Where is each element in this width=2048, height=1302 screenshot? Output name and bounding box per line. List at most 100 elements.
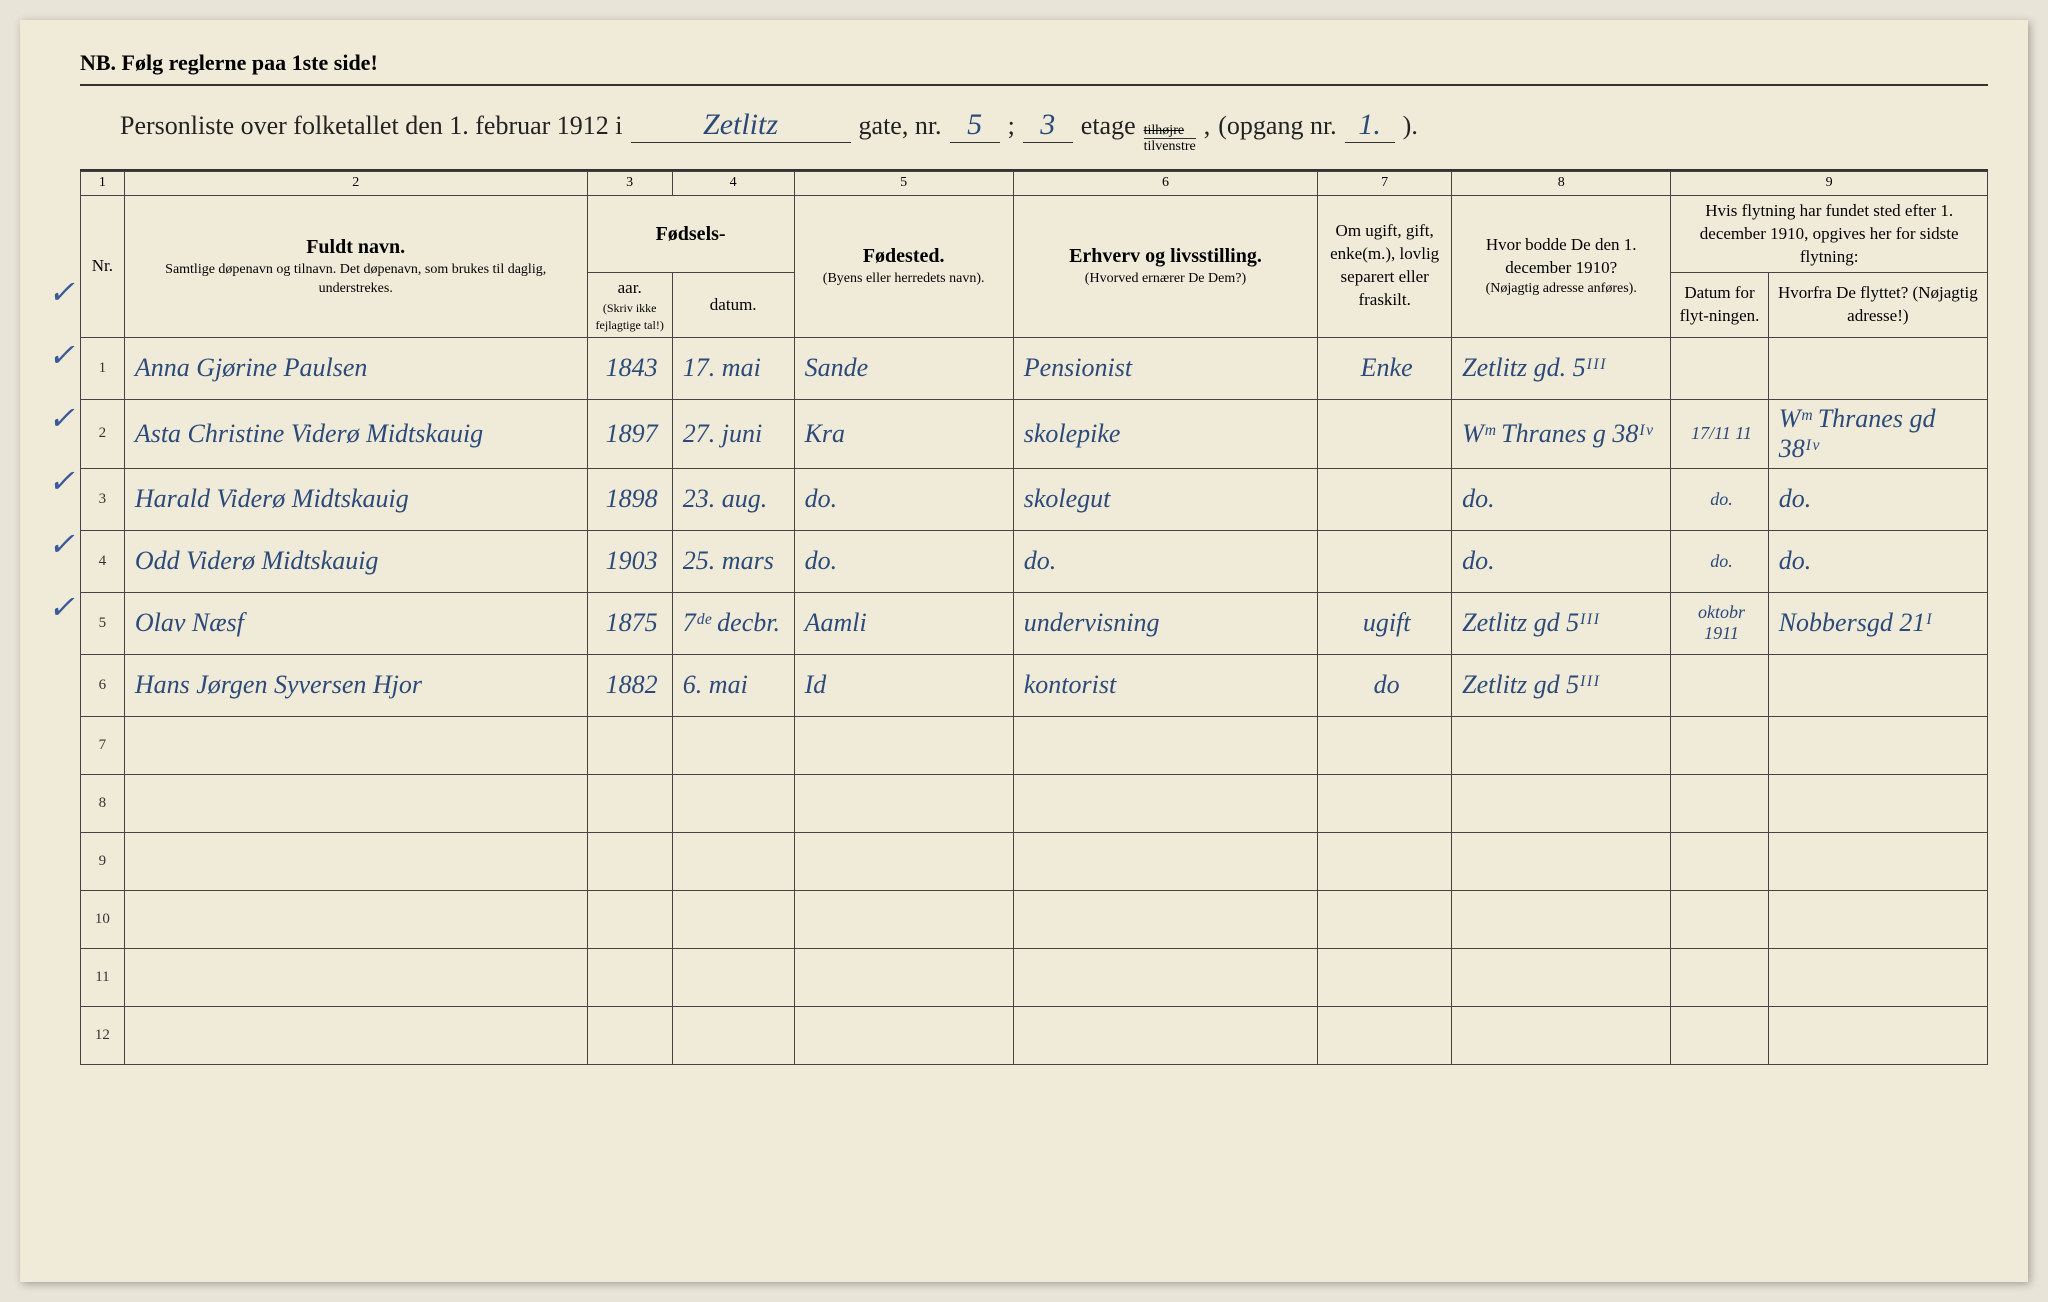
cell-marital — [1318, 530, 1452, 592]
cell-empty — [1452, 716, 1671, 774]
census-table: 1 2 3 4 5 6 7 8 9 Nr. Fuldt navn. Samtli… — [80, 171, 1988, 1065]
hdr-occupation: Erhverv og livsstilling. (Hvorved ernære… — [1013, 195, 1317, 337]
table-row: 1 Anna Gjørine Paulsen 1843 17. mai Sand… — [81, 337, 1988, 399]
row-number: 11 — [81, 948, 125, 1006]
cell-name: Odd Viderø Midtskauig — [124, 530, 587, 592]
gate-number: 5 — [950, 108, 1000, 143]
cell-empty — [794, 1006, 1013, 1064]
cell-empty — [124, 832, 587, 890]
cell-occupation: skolepike — [1013, 399, 1317, 468]
cell-movedate: 17/11 11 — [1671, 399, 1768, 468]
cell-birthplace: do. — [794, 468, 1013, 530]
table-row-empty: 10 — [81, 890, 1988, 948]
cell-empty — [1768, 716, 1987, 774]
cell-empty — [124, 774, 587, 832]
table-row-empty: 12 — [81, 1006, 1988, 1064]
cell-date: 27. juni — [672, 399, 794, 468]
cell-empty — [1671, 948, 1768, 1006]
row-number: 9 — [81, 832, 125, 890]
margin-checkmark: ✓ — [48, 462, 75, 500]
cell-empty — [1452, 832, 1671, 890]
cell-empty — [1318, 774, 1452, 832]
table-row: 4 Odd Viderø Midtskauig 1903 25. mars do… — [81, 530, 1988, 592]
cell-empty — [672, 1006, 794, 1064]
cell-empty — [1452, 890, 1671, 948]
cell-empty — [672, 774, 794, 832]
cell-empty — [1013, 832, 1317, 890]
comma: , — [1204, 111, 1211, 141]
cell-empty — [124, 948, 587, 1006]
hdr-birthplace-main: Fødested. — [801, 243, 1007, 270]
hdr-marital: Om ugift, gift, enke(m.), lovlig separer… — [1318, 195, 1452, 337]
cell-empty — [1671, 832, 1768, 890]
cell-empty — [794, 774, 1013, 832]
cell-name: Harald Viderø Midtskauig — [124, 468, 587, 530]
cell-movedate — [1671, 337, 1768, 399]
cell-residence: Zetlitz gd 5ᴵᴵᴵ — [1452, 592, 1671, 654]
table-row: 5 Olav Næsf 1875 7ᵈᵉ decbr. Aamli underv… — [81, 592, 1988, 654]
cell-birthplace: Id — [794, 654, 1013, 716]
cell-marital: do — [1318, 654, 1452, 716]
opgang-close: ). — [1403, 111, 1418, 141]
colnum-6: 6 — [1013, 171, 1317, 195]
cell-movedate: oktobr 1911 — [1671, 592, 1768, 654]
gate-label: gate, nr. — [859, 111, 942, 141]
cell-movefrom — [1768, 654, 1987, 716]
hdr-birth-main: Fødsels- — [656, 223, 726, 245]
cell-empty — [1013, 774, 1317, 832]
cell-occupation: Pensionist — [1013, 337, 1317, 399]
colnum-2: 2 — [124, 171, 587, 195]
opgang-label: (opgang nr. — [1218, 111, 1336, 141]
cell-movefrom: do. — [1768, 468, 1987, 530]
side-bottom: tilvenstre — [1144, 139, 1196, 154]
cell-name: Asta Christine Viderø Midtskauig — [124, 399, 587, 468]
cell-year: 1875 — [587, 592, 672, 654]
cell-empty — [124, 890, 587, 948]
cell-residence: Wᵐ Thranes g 38ᴵᵛ — [1452, 399, 1671, 468]
cell-empty — [672, 716, 794, 774]
cell-empty — [1768, 832, 1987, 890]
hdr-birthplace: Fødested. (Byens eller herredets navn). — [794, 195, 1013, 337]
row-number: 3 — [81, 468, 125, 530]
cell-empty — [672, 890, 794, 948]
cell-year: 1898 — [587, 468, 672, 530]
margin-checkmark: ✓ — [48, 399, 75, 437]
colnum-3: 3 — [587, 171, 672, 195]
cell-occupation: skolegut — [1013, 468, 1317, 530]
row-number: 8 — [81, 774, 125, 832]
cell-movedate: do. — [1671, 468, 1768, 530]
cell-year: 1897 — [587, 399, 672, 468]
hdr-birth-year-label: aar. — [594, 277, 666, 300]
cell-empty — [1671, 716, 1768, 774]
row-number: 6 — [81, 654, 125, 716]
hdr-birth-year: aar. (Skriv ikke fejlagtige tal!) — [587, 273, 672, 337]
cell-empty — [124, 716, 587, 774]
header-row-1: Nr. Fuldt navn. Samtlige døpenavn og til… — [81, 195, 1988, 273]
colnum-7: 7 — [1318, 171, 1452, 195]
table-row: 2 Asta Christine Viderø Midtskauig 1897 … — [81, 399, 1988, 468]
row-number: 2 — [81, 399, 125, 468]
cell-date: 6. mai — [672, 654, 794, 716]
margin-checkmark: ✓ — [48, 588, 75, 626]
margin-checkmark: ✓ — [48, 273, 75, 311]
cell-marital — [1318, 468, 1452, 530]
cell-empty — [794, 716, 1013, 774]
semicolon: ; — [1008, 111, 1015, 141]
hdr-residence-main: Hvor bodde De den 1. december 1910? — [1458, 234, 1664, 280]
row-number: 7 — [81, 716, 125, 774]
cell-empty — [1768, 774, 1987, 832]
cell-year: 1903 — [587, 530, 672, 592]
hdr-name-main: Fuldt navn. — [131, 234, 581, 261]
cell-empty — [1671, 1006, 1768, 1064]
hdr-name: Fuldt navn. Samtlige døpenavn og tilnavn… — [124, 195, 587, 337]
form-title-line: Personliste over folketallet den 1. febr… — [80, 98, 1988, 171]
hdr-move-date: Datum for flyt-ningen. — [1671, 273, 1768, 337]
cell-occupation: do. — [1013, 530, 1317, 592]
cell-residence: do. — [1452, 468, 1671, 530]
etage-number: 3 — [1023, 108, 1073, 143]
cell-movefrom: Wᵐ Thranes gd 38ᴵᵛ — [1768, 399, 1987, 468]
cell-empty — [587, 948, 672, 1006]
hdr-nr: Nr. — [81, 195, 125, 337]
cell-empty — [1318, 948, 1452, 1006]
cell-residence: Zetlitz gd 5ᴵᴵᴵ — [1452, 654, 1671, 716]
